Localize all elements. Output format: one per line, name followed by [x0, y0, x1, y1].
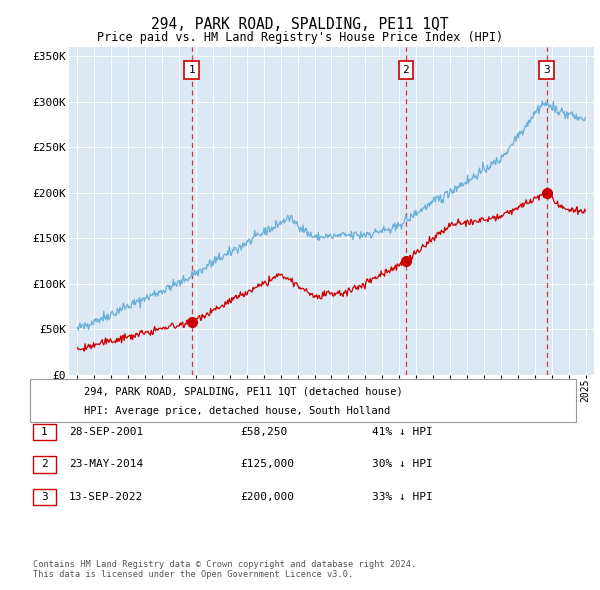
Text: 3: 3 [41, 492, 48, 502]
Text: £125,000: £125,000 [240, 460, 294, 469]
Text: 33% ↓ HPI: 33% ↓ HPI [372, 492, 433, 502]
Text: 23-MAY-2014: 23-MAY-2014 [69, 460, 143, 469]
Text: 2: 2 [403, 65, 409, 75]
Text: 3: 3 [544, 65, 550, 75]
Text: 30% ↓ HPI: 30% ↓ HPI [372, 460, 433, 469]
Text: 2: 2 [41, 460, 48, 469]
Text: Contains HM Land Registry data © Crown copyright and database right 2024.
This d: Contains HM Land Registry data © Crown c… [33, 560, 416, 579]
Text: £200,000: £200,000 [240, 492, 294, 502]
Text: £58,250: £58,250 [240, 427, 287, 437]
Text: 1: 1 [41, 427, 48, 437]
Text: 294, PARK ROAD, SPALDING, PE11 1QT: 294, PARK ROAD, SPALDING, PE11 1QT [151, 17, 449, 31]
Text: 13-SEP-2022: 13-SEP-2022 [69, 492, 143, 502]
Text: HPI: Average price, detached house, South Holland: HPI: Average price, detached house, Sout… [84, 407, 390, 416]
Text: 294, PARK ROAD, SPALDING, PE11 1QT (detached house): 294, PARK ROAD, SPALDING, PE11 1QT (deta… [84, 386, 403, 396]
Text: 28-SEP-2001: 28-SEP-2001 [69, 427, 143, 437]
Text: Price paid vs. HM Land Registry's House Price Index (HPI): Price paid vs. HM Land Registry's House … [97, 31, 503, 44]
Text: 41% ↓ HPI: 41% ↓ HPI [372, 427, 433, 437]
Text: 1: 1 [188, 65, 195, 75]
